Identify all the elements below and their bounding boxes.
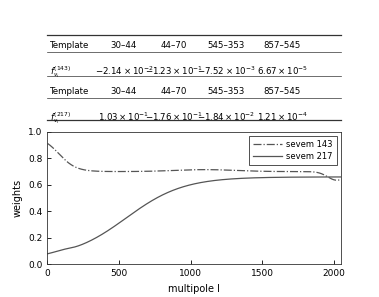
Text: 30–44: 30–44 [111, 87, 137, 96]
Text: 545–353: 545–353 [208, 87, 245, 96]
Text: $-7.52 \times 10^{-3}$: $-7.52 \times 10^{-3}$ [197, 64, 256, 77]
sevem 143 [60, 156, 65, 159]
sevem 143 [188, 168, 193, 172]
Text: 545–353: 545–353 [208, 41, 245, 50]
Text: $-2.14 \times 10^{-2}$: $-2.14 \times 10^{-2}$ [94, 64, 153, 77]
X-axis label: multipole l: multipole l [168, 284, 220, 294]
Text: 44–70: 44–70 [160, 87, 187, 96]
Text: 30–44: 30–44 [111, 41, 137, 50]
Text: $1.03 \times 10^{-1}$: $1.03 \times 10^{-1}$ [98, 110, 149, 123]
sevem 143 [330, 178, 335, 181]
Text: Template: Template [50, 87, 90, 96]
Text: $6.67 \times 10^{-5}$: $6.67 \times 10^{-5}$ [257, 64, 308, 77]
sevem 143 [180, 168, 185, 172]
sevem 217 [330, 175, 335, 179]
Text: $-1.23 \times 10^{-1}$: $-1.23 \times 10^{-1}$ [145, 64, 203, 77]
sevem 217 [180, 185, 185, 189]
Text: $f_{\nu_i}^{(143)}$: $f_{\nu_i}^{(143)}$ [50, 64, 72, 80]
sevem 143 [330, 178, 335, 181]
Text: Template: Template [50, 41, 90, 50]
Legend: sevem 143, sevem 217: sevem 143, sevem 217 [249, 136, 337, 165]
sevem 217 [188, 183, 193, 187]
sevem 143 [276, 170, 281, 173]
sevem 143 [335, 178, 339, 182]
sevem 217 [45, 252, 50, 255]
Text: 44–70: 44–70 [160, 41, 187, 50]
sevem 143 [45, 142, 50, 145]
Text: 857–545: 857–545 [264, 41, 301, 50]
Text: $-1.76 \times 10^{-1}$: $-1.76 \times 10^{-1}$ [145, 110, 202, 123]
sevem 217 [60, 248, 65, 252]
sevem 217 [276, 176, 281, 179]
sevem 217 [330, 175, 335, 179]
sevem 217 [339, 175, 343, 179]
Line: sevem 143: sevem 143 [48, 143, 341, 180]
Text: $f_{\nu_i}^{(217)}$: $f_{\nu_i}^{(217)}$ [50, 110, 72, 126]
Line: sevem 217: sevem 217 [48, 177, 341, 254]
Text: $1.21 \times 10^{-4}$: $1.21 \times 10^{-4}$ [257, 110, 308, 123]
Text: $-1.84 \times 10^{-2}$: $-1.84 \times 10^{-2}$ [197, 110, 255, 123]
Y-axis label: weights: weights [13, 179, 23, 217]
sevem 143 [339, 178, 343, 181]
Text: 857–545: 857–545 [264, 87, 301, 96]
